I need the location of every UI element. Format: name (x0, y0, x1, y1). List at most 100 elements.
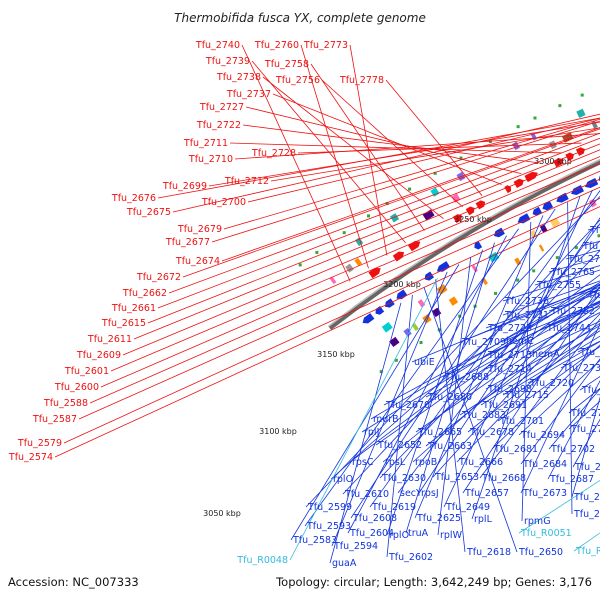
forward-gene-arrow (452, 214, 462, 223)
reverse-gene-label: Tfu_2583 (292, 535, 337, 546)
category-block (422, 209, 435, 221)
reverse-gene-label: Tfu_2749 (579, 347, 600, 358)
leader-line (223, 118, 600, 230)
reverse-gene-label: rpsJ (421, 488, 439, 499)
reverse-gene-arrow (556, 192, 569, 203)
leader-line (520, 358, 600, 465)
topology-text: Topology: circular; Length: 3,642,249 bp… (276, 575, 592, 589)
forward-gene-label: Tfu_2727 (199, 102, 244, 113)
category-block (512, 141, 520, 151)
leader-line (241, 44, 351, 282)
reverse-gene-label: Tfu_2765 (550, 267, 595, 278)
forward-gene-label: Tfu_2679 (177, 224, 222, 235)
reverse-gene-label: Tfu_2625 (416, 513, 461, 524)
leader-line (347, 235, 507, 534)
reverse-gene-label: Tfu_2680 (427, 392, 472, 403)
forward-gene-label: Tfu_2601 (64, 366, 109, 377)
reverse-gene-label: Tfu_2720 (529, 378, 574, 389)
leader-line (386, 294, 413, 558)
leader-line (89, 178, 600, 404)
gc-marker (298, 263, 302, 267)
forward-gene-label: Tfu_2588 (43, 398, 88, 409)
gc-marker (574, 245, 578, 249)
leader-line (521, 221, 532, 522)
forward-gene-label: Tfu_2674 (175, 256, 220, 267)
leader-line (168, 132, 600, 294)
reverse-gene-label: Tfu_2599 (307, 502, 352, 513)
scale-tick-label: 3300 kbp (534, 157, 572, 166)
leader-line (182, 128, 600, 278)
gc-marker (394, 358, 398, 362)
reverse-gene-label: Tfu_2593 (306, 521, 351, 532)
forward-gene-label: Tfu_2611 (87, 334, 132, 345)
leader-line (370, 281, 600, 420)
forward-gene-label: Tfu_2661 (111, 303, 156, 314)
leader-line (382, 283, 600, 463)
category-block (345, 263, 354, 273)
scale-tick-label: 3100 kbp (259, 427, 297, 436)
reverse-gene-label: Tfu_2724 (570, 408, 600, 419)
category-block (576, 108, 586, 118)
leader-line (329, 302, 402, 564)
gc-marker (367, 214, 371, 218)
leader-line (100, 170, 600, 388)
forward-gene-label: Tfu_2758 (264, 59, 309, 70)
leader-line (247, 117, 600, 203)
reverse-gene-label: Tfu_2602 (388, 552, 433, 563)
leader-line (242, 124, 542, 164)
leader-line (270, 127, 600, 182)
reverse-gene-label: Tfu_2714 (487, 364, 532, 375)
forward-gene-label: Tfu_2587 (32, 414, 77, 425)
forward-gene-label: Tfu_2675 (126, 207, 171, 218)
leader-line (133, 149, 600, 340)
forward-gene-label: Tfu_2662 (122, 288, 167, 299)
scale-ticks: 3050 kbp 3100 kbp 3150 kbp 3200 kbp 3250 kbp… (203, 157, 572, 518)
forward-gene-label: Tfu_2710 (188, 154, 233, 165)
leader-line (567, 202, 573, 515)
reverse-gene-label: rpsL (385, 457, 406, 468)
leader-line (289, 277, 438, 561)
leader-line (361, 284, 600, 433)
reverse-gene-label: Tfu_2776 (567, 254, 600, 265)
leader-line (331, 271, 448, 547)
forward-gene-label: Tfu_2737 (226, 89, 271, 100)
reverse-gene-label: ubiE (414, 357, 435, 368)
category-block (538, 244, 545, 252)
leader-line (300, 44, 369, 269)
leader-line (208, 121, 600, 187)
reverse-gene-label: Tfu_2704 (574, 462, 600, 473)
reverse-gene-label: Tfu_2713 (487, 350, 532, 361)
reverse-gene-label: Tfu_2702 (550, 444, 595, 455)
map-title: Thermobifida fusca YX, complete genome (174, 11, 426, 25)
reverse-gene-label: Tfu_2734 (562, 363, 600, 374)
leader-line (571, 396, 600, 498)
leader-line (456, 313, 600, 463)
gc-marker (532, 269, 536, 273)
leader-line (518, 359, 600, 436)
leader-line (157, 137, 600, 309)
gc-marker (597, 234, 600, 238)
reverse-gene-label: Tfu_2618 (466, 547, 511, 558)
category-block (539, 224, 548, 233)
leader-line (485, 312, 600, 370)
reverse-gene-arrow (532, 206, 543, 216)
reverse-gene-label: Tfu_2608 (352, 513, 397, 524)
leader-line (385, 79, 483, 196)
reverse-gene-label: Tfu_2709 (461, 337, 506, 348)
category-block (389, 213, 400, 223)
forward-gene-arrow (504, 185, 512, 194)
leader-line (520, 322, 600, 494)
forward-gene-arrow (524, 171, 538, 183)
gc-marker (533, 116, 537, 120)
leader-line (418, 217, 600, 494)
leader-line (435, 279, 466, 553)
reverse-gene-label: Tfu_2670 (385, 400, 430, 411)
leader-line (304, 228, 519, 527)
reverse-gene-label: hemC (506, 336, 534, 347)
leader-line (547, 380, 600, 480)
gc-marker (580, 93, 584, 97)
leader-line (386, 249, 483, 536)
rna-gene-label: Tfu_R0048 (236, 555, 288, 566)
reverse-gene-arrow (517, 213, 531, 224)
forward-gene-label: Tfu_2699 (162, 181, 207, 192)
